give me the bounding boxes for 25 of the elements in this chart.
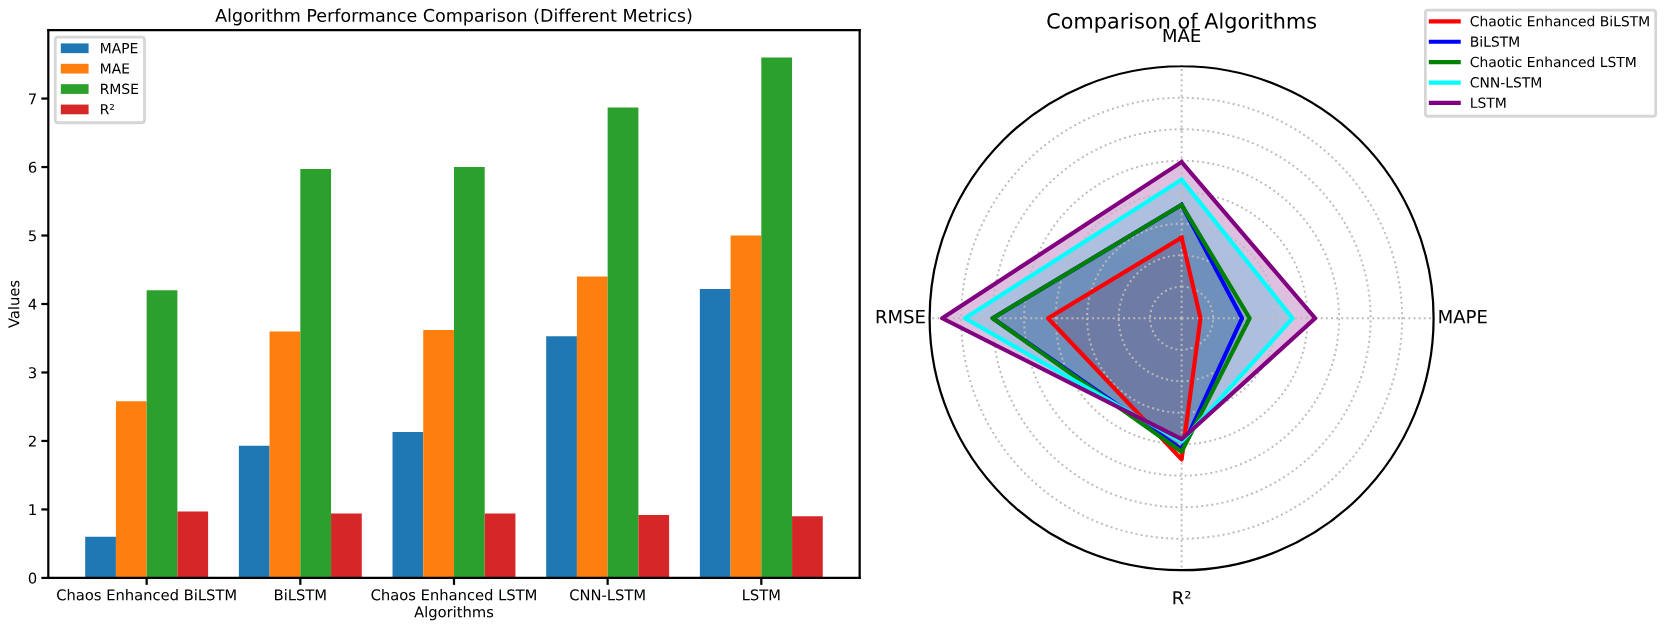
bar (115, 401, 147, 578)
bar (453, 167, 485, 578)
bar (638, 514, 670, 578)
bar (730, 235, 762, 578)
bar (331, 513, 362, 578)
bar (177, 511, 209, 578)
bar (607, 107, 639, 578)
spoke-label: MAPE (1439, 310, 1487, 324)
bar (238, 445, 270, 578)
spoke-label: RMSE (876, 309, 925, 324)
bar (146, 290, 178, 578)
bar (699, 288, 731, 578)
spoke-label: MAE (1163, 28, 1201, 43)
bar (269, 331, 301, 578)
bar (392, 432, 424, 578)
bar (761, 57, 793, 578)
bar (576, 276, 608, 578)
bar (300, 169, 332, 578)
spoke-label: R² (1173, 590, 1191, 605)
chart-title: Algorithm Performance Comparison (Different Metrics) (215, 8, 692, 26)
bar (546, 336, 577, 578)
bar (423, 330, 454, 578)
bar (85, 536, 116, 578)
bar (792, 516, 823, 578)
bar (484, 513, 516, 578)
